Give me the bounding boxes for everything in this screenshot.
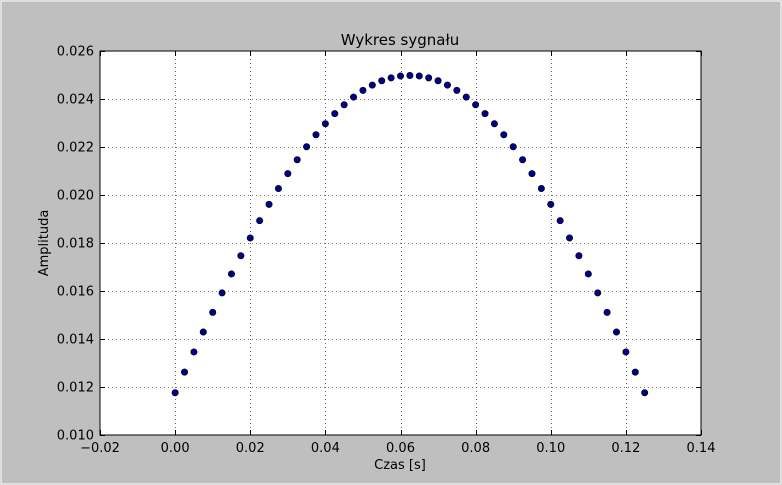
y-tick-label: 0.022 [57, 141, 94, 156]
x-tick-label: 0.06 [386, 441, 415, 456]
data-point [237, 252, 245, 260]
data-point [641, 389, 649, 397]
data-point [519, 156, 527, 164]
data-point [490, 120, 498, 128]
data-point [218, 289, 226, 297]
x-tick-label: 0.00 [161, 441, 190, 456]
data-point [396, 72, 404, 80]
data-point [246, 234, 254, 242]
y-tick-label: 0.020 [57, 189, 94, 204]
data-point [631, 368, 639, 376]
y-axis-ticks: 0.010 0.012 0.014 0.016 0.018 0.020 0.022 0.024… [57, 45, 701, 444]
x-tick-label: 0.14 [687, 441, 716, 456]
y-tick-label: 0.014 [57, 333, 94, 348]
plot-area [100, 51, 701, 435]
chart-title: Wykres sygnału [341, 31, 459, 49]
x-axis-label: Czas [s] [374, 458, 426, 473]
data-point [321, 120, 329, 128]
data-point [209, 308, 217, 316]
y-tick-label: 0.024 [57, 93, 94, 108]
data-point [312, 131, 320, 139]
data-point [462, 93, 470, 101]
data-point [622, 348, 630, 356]
data-point [594, 289, 602, 297]
data-point [406, 71, 414, 79]
y-axis-label: Amplituda [37, 210, 52, 277]
data-point [472, 101, 480, 109]
data-point [350, 93, 358, 101]
x-tick-label: 0.04 [311, 441, 340, 456]
data-point [181, 368, 189, 376]
x-tick-label: 0.02 [236, 441, 265, 456]
data-point [612, 328, 620, 336]
data-point [584, 270, 592, 278]
data-point [293, 156, 301, 164]
data-point [340, 101, 348, 109]
data-point [481, 110, 489, 118]
data-point [190, 348, 198, 356]
x-tick-label: −0.02 [80, 441, 120, 456]
data-point [256, 217, 264, 225]
data-point [547, 200, 555, 208]
data-point [303, 143, 311, 151]
data-point [368, 81, 376, 89]
data-point [227, 270, 235, 278]
data-point [415, 72, 423, 80]
data-point [387, 74, 395, 82]
data-point [199, 328, 207, 336]
data-point [537, 185, 545, 193]
grid [100, 51, 701, 435]
data-point [359, 86, 367, 94]
data-point [556, 217, 564, 225]
y-tick-label: 0.026 [57, 45, 94, 60]
data-point [284, 170, 292, 178]
y-tick-label: 0.016 [57, 285, 94, 300]
data-point [603, 308, 611, 316]
x-tick-label: 0.08 [461, 441, 490, 456]
data-point [500, 131, 508, 139]
data-point [425, 74, 433, 82]
data-point [331, 110, 339, 118]
data-point [265, 200, 273, 208]
y-tick-label: 0.012 [57, 381, 94, 396]
data-point [378, 77, 386, 85]
data-point [509, 143, 517, 151]
data-points [171, 71, 649, 397]
data-point [443, 81, 451, 89]
data-point [566, 234, 574, 242]
data-point [453, 86, 461, 94]
data-point [434, 77, 442, 85]
y-tick-label: 0.018 [57, 237, 94, 252]
x-axis-ticks: −0.02 0.00 0.02 0.04 0.06 0.08 0.10 0.12 0.14 [80, 51, 715, 456]
data-point [575, 252, 583, 260]
data-point [274, 185, 282, 193]
x-tick-label: 0.10 [536, 441, 565, 456]
x-tick-label: 0.12 [611, 441, 640, 456]
y-tick-label: 0.010 [57, 429, 94, 444]
data-point [171, 389, 179, 397]
data-point [528, 170, 536, 178]
